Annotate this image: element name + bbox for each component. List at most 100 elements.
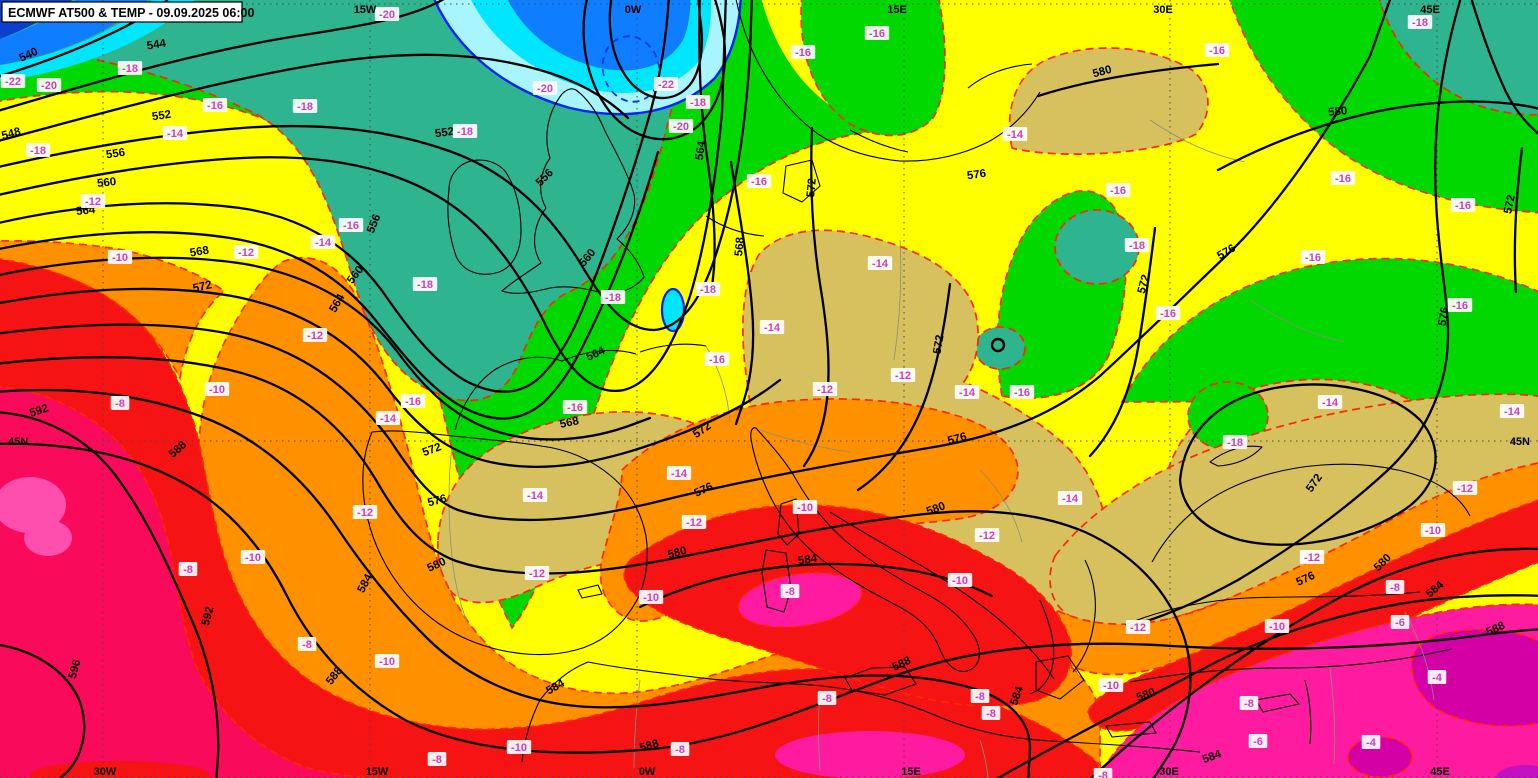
temp-label: -12: [302, 328, 328, 342]
contour-564: [0, 150, 660, 420]
fill-brightpink-blob-1: [0, 477, 66, 533]
contour-548: [0, 53, 630, 142]
temp-label-value: -14: [527, 490, 544, 502]
temp-label-value: -8: [1244, 698, 1254, 710]
temp-label-box: [204, 382, 230, 396]
temp-label: -8: [970, 689, 990, 703]
temp-label: -12: [681, 515, 707, 529]
temp-label: -18: [685, 95, 711, 109]
temp-label-value: -18: [605, 292, 621, 304]
temp-label-value: -10: [511, 742, 527, 754]
temp-label-box: [162, 126, 188, 140]
temp-label: -8: [1239, 696, 1259, 710]
temp-label-box: [110, 396, 130, 410]
height-contour-label: 572: [1502, 194, 1518, 215]
height-contour-label: 580: [666, 545, 688, 562]
temp-label-box: [947, 573, 973, 587]
temp-label: -14: [954, 385, 980, 399]
temp-label-value: -14: [1062, 493, 1079, 505]
temp-label-box: [522, 488, 548, 502]
temp-label-box: [202, 98, 228, 112]
temp-label: -20: [36, 78, 62, 92]
temp-label-box: [638, 590, 664, 604]
temp-label-value: -18: [417, 279, 433, 291]
grid-label-top: 30E: [1153, 4, 1173, 16]
coordinate-labels: 15W 0W 15E 30E 45E 30W 15W 0W 15E 30E 45E 45N 45N: [8, 4, 1530, 778]
grid-label-bottom: 30W: [94, 766, 117, 778]
temp-label: -10: [1264, 619, 1290, 633]
fill-purple-corner-blob: [1496, 765, 1538, 778]
fill-crimson-southwest: [0, 385, 377, 778]
temp-label-box: [864, 26, 890, 40]
fill-red-bottomleft-patch: [30, 761, 210, 778]
temp-label-value: -12: [1304, 552, 1320, 564]
temp-label: -12: [1452, 481, 1478, 495]
temp-label-box: [1361, 735, 1381, 749]
fill-brightpink-blob-2: [24, 520, 72, 556]
temp-label: -8: [670, 742, 690, 756]
fill-pink-sicily-blob: [737, 571, 863, 629]
temp-label: -20: [532, 81, 558, 95]
temp-label-value: -8: [675, 744, 685, 756]
temp-label: -6: [1390, 615, 1410, 629]
temp-label-box: [1427, 670, 1447, 684]
temp-label-value: -14: [959, 387, 976, 399]
temp-label-value: -22: [658, 79, 674, 91]
temp-label: -10: [240, 550, 266, 564]
temp-label-box: [352, 505, 378, 519]
temp-label-box: [759, 320, 785, 334]
contour-572-denmark: [802, 126, 830, 468]
map-title-box: ECMWF AT500 & TEMP - 09.09.2025 06:00: [1, 1, 254, 23]
temp-label: -10: [947, 573, 973, 587]
temp-label-value: -8: [1098, 770, 1108, 778]
temp-label: -18: [1222, 435, 1248, 449]
temp-label: -8: [1385, 580, 1405, 594]
temp-label-value: -16: [795, 47, 811, 59]
contour-576: [0, 0, 1392, 522]
temp-label: -10: [1420, 523, 1446, 537]
coast-adriatic-greece: [829, 511, 1055, 695]
contour-584-southeast: [996, 594, 1538, 778]
temp-label: -20: [374, 7, 400, 21]
temp-label: -8: [427, 752, 447, 766]
temp-label-value: -8: [1390, 582, 1400, 594]
temp-label: -18: [412, 277, 438, 291]
coast-sardinia: [761, 549, 792, 613]
temp-label-value: -10: [1269, 621, 1285, 633]
temp-label-value: -18: [1227, 437, 1243, 449]
temp-label: -12: [1299, 550, 1325, 564]
temp-label-value: -14: [167, 128, 184, 140]
temp-label-box: [107, 250, 133, 264]
temp-label-box: [1450, 198, 1476, 212]
contour-568: [0, 256, 652, 441]
temp-label: -10: [792, 500, 818, 514]
height-contour-label: 572: [1136, 273, 1153, 295]
temp-label-value: -18: [1129, 240, 1145, 252]
temp-label-value: -14: [1007, 129, 1024, 141]
temp-label-value: -22: [5, 76, 21, 88]
fill-pink-bottom-blob: [775, 731, 965, 778]
height-contour-label: 572: [192, 279, 213, 295]
temp-label: -14: [666, 466, 692, 480]
temp-label-value: -4: [1432, 672, 1443, 684]
temp-label-box: [974, 528, 1000, 542]
temp-label-value: -10: [797, 502, 813, 514]
temp-label: -14: [375, 411, 401, 425]
coast-aegean-turkey: [1072, 559, 1453, 683]
temp-label-box: [1317, 395, 1343, 409]
coast-crete: [1105, 721, 1157, 738]
temp-label-value: -8: [986, 708, 996, 720]
temp-label: -14: [522, 488, 548, 502]
temp-label-box: [600, 290, 626, 304]
temp-label-value: -20: [379, 9, 395, 21]
temp-label-value: -12: [238, 247, 254, 259]
temp-label: -12: [974, 528, 1000, 542]
temp-label-value: -16: [1335, 173, 1351, 185]
fill-teal-main: [0, 0, 691, 402]
temp-label: -18: [1407, 15, 1433, 29]
temp-label: -22: [0, 74, 26, 88]
temp-label-box: [1105, 183, 1131, 197]
temp-label-value: -16: [1160, 308, 1176, 320]
